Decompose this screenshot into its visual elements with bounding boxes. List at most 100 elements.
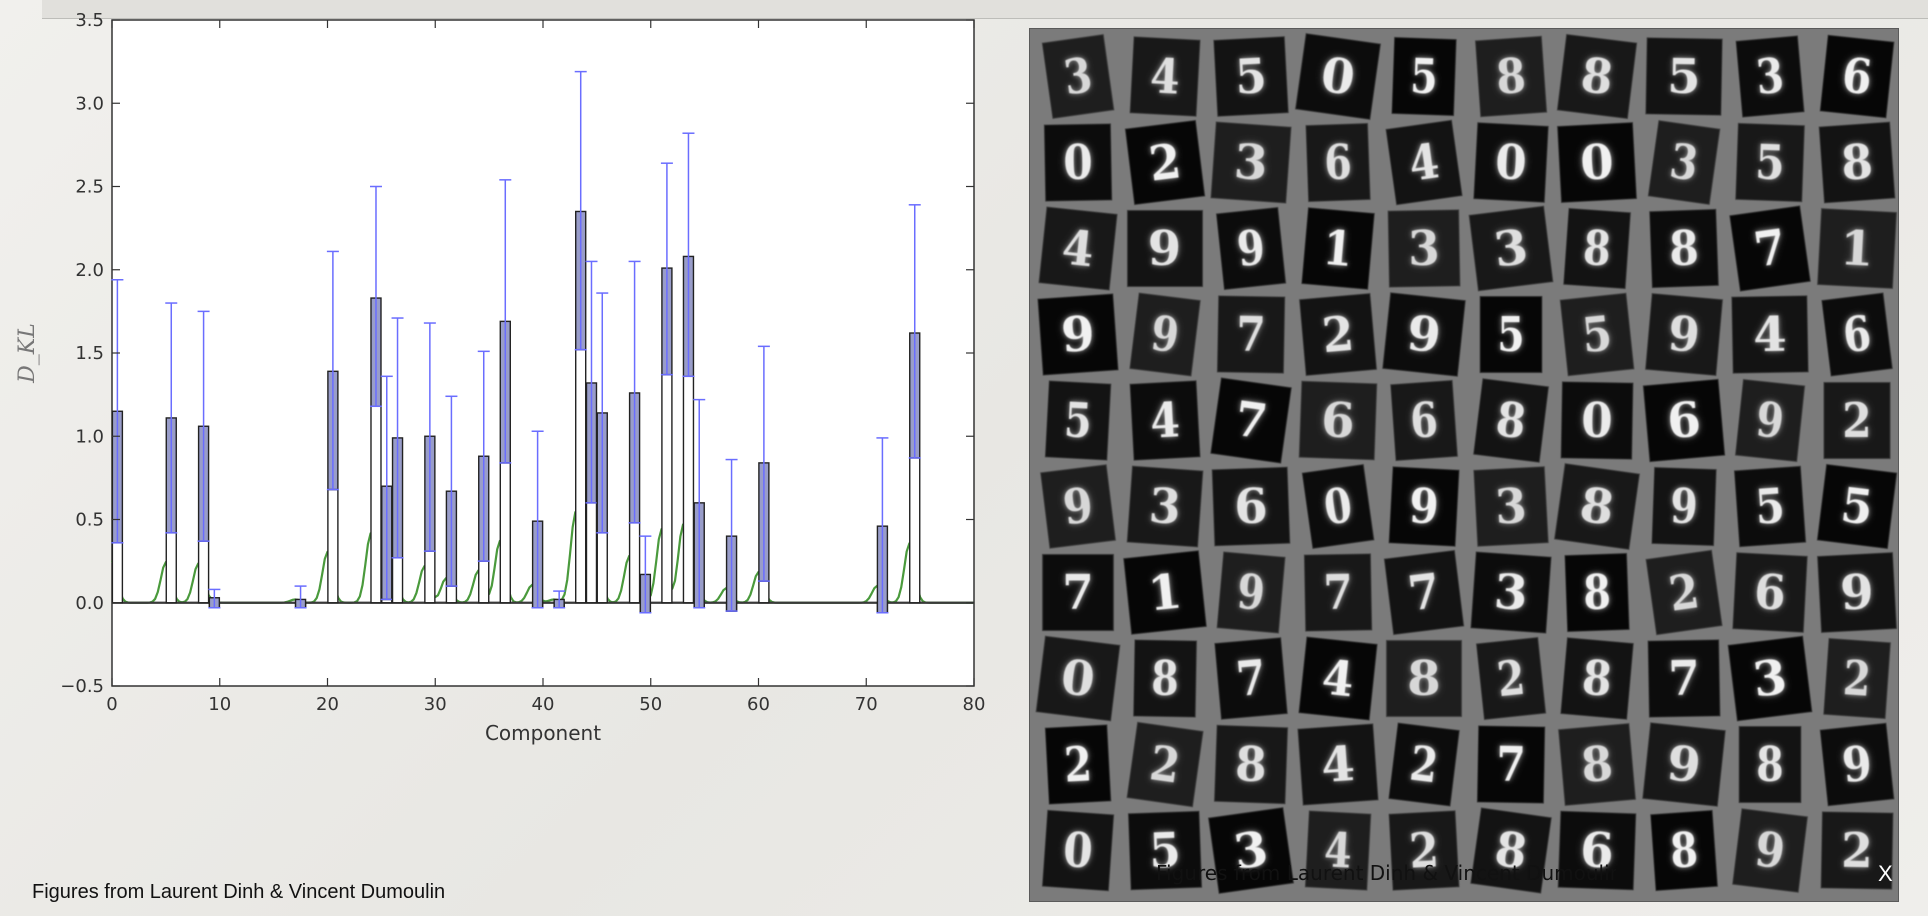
digit-sample-cell: 7 <box>1214 637 1288 720</box>
digit-sample-cell: 0 <box>1041 809 1115 892</box>
digit-sample-cell: 8 <box>1386 640 1462 717</box>
digit-sample-cell: 8 <box>1558 723 1636 806</box>
digit-sample-cell: 8 <box>1554 463 1640 550</box>
digit-sample-cell: 6 <box>1390 379 1458 462</box>
component-29-lower-bar <box>424 550 436 604</box>
component-48-lower-bar <box>628 522 641 604</box>
digit-sample-cell: 3 <box>1126 465 1203 548</box>
digit-sample-cell: 3 <box>1647 120 1720 205</box>
kl-divergence-bar-chart: 0 10 20 30 40 50 60 70 80 −0.5 0.0 0.5 1.0 1.5 2.0 2.5 3… <box>15 10 985 745</box>
component-26-lower-bar <box>391 557 404 604</box>
x-tick-label-10: 10 <box>208 694 231 715</box>
digit-sample-cell: 8 <box>1132 639 1197 718</box>
digit-sample-cell: 5 <box>1559 292 1635 377</box>
component-31-lower-bar <box>445 585 458 604</box>
digit-sample-cell: 1 <box>1300 207 1375 290</box>
x-tick-label-40: 40 <box>532 694 555 715</box>
close-button[interactable]: X <box>1878 861 1893 886</box>
digit-sample-cell: 3 <box>1210 121 1292 204</box>
digit-sample-cell: 5 <box>1733 465 1807 548</box>
digit-sample-cell: 4 <box>1296 723 1379 806</box>
y-tick-label-−0.5: −0.5 <box>60 676 104 697</box>
digit-sample-cell: 9 <box>1040 464 1116 549</box>
digit-sample-cell: 9 <box>1819 722 1894 807</box>
digit-sample-cell: 4 <box>1129 36 1200 117</box>
digit-sample-cell: 9 <box>1651 466 1716 547</box>
digit-sample-cell: 7 <box>1210 377 1292 464</box>
digit-sample-cell: 8 <box>1649 809 1718 892</box>
digit-sample-cell: 9 <box>1732 808 1808 893</box>
digit-sample-cell: 4 <box>1297 636 1378 721</box>
digit-sample-cell: 2 <box>1388 722 1460 807</box>
component-44-lower-bar <box>585 502 598 604</box>
digit-sample-cell: 8 <box>1213 724 1289 805</box>
component-51-lower-bar <box>661 373 673 604</box>
digit-sample-cell: 7 <box>1383 549 1465 636</box>
y-tick-label-3.0: 3.0 <box>75 93 104 114</box>
digit-sample-cell: 8 <box>1474 35 1547 118</box>
digit-sample-cell: 8 <box>1472 378 1549 463</box>
digit-sample-cell: 3 <box>1469 551 1552 634</box>
digit-sample-cell: 1 <box>1816 208 1897 289</box>
y-tick-label-2.5: 2.5 <box>75 177 104 198</box>
x-tick-label-0: 0 <box>106 694 117 715</box>
digit-sample-cell: 5 <box>1735 122 1805 203</box>
digit-sample-cell: 9 <box>1126 210 1203 287</box>
digit-sample-cell: 4 <box>1731 295 1809 374</box>
digit-sample-cell: 2 <box>1475 636 1546 721</box>
digit-sample-cell: 3 <box>1041 34 1115 119</box>
digit-sample-cell: 7 <box>1476 725 1545 804</box>
y-tick-label-1.5: 1.5 <box>75 343 104 364</box>
component-53-lower-bar <box>682 375 695 604</box>
component-34-lower-bar <box>478 560 490 604</box>
digit-sample-cell: 3 <box>1735 35 1805 118</box>
digit-sample-cell: 8 <box>1563 207 1631 290</box>
digit-sample-cell: 8 <box>1738 726 1802 803</box>
x-axis-label: Component <box>485 721 601 745</box>
digit-sample-cell: 7 <box>1647 639 1720 718</box>
digit-sample-cell: 2 <box>1124 119 1205 206</box>
digit-sample-cell: 0 <box>1043 123 1113 202</box>
digit-sample-cell: 9 <box>1816 552 1897 633</box>
digit-sample-cell: 0 <box>1557 122 1637 203</box>
digit-sample-cell: 9 <box>1215 206 1287 291</box>
digit-sample-cell: 4 <box>1385 119 1463 206</box>
digit-sample-cell: 2 <box>1822 637 1891 720</box>
digit-sample-cell: 9 <box>1037 293 1119 376</box>
digit-sample-cell: 7 <box>1303 553 1372 632</box>
digit-sample-cell: 9 <box>1644 293 1723 376</box>
digit-sample-cell: 2 <box>1044 724 1112 805</box>
component-5-lower-bar <box>165 532 177 604</box>
component-74-lower-bar <box>909 457 921 604</box>
component-24-lower-bar <box>370 405 382 604</box>
digit-sample-cell: 9 <box>1216 551 1286 634</box>
digit-sample-cell: 3 <box>1387 209 1461 288</box>
digit-sample-cell: 6 <box>1820 292 1893 377</box>
digit-sample-cell: 6 <box>1642 378 1725 463</box>
digit-sample-cell: 5 <box>1816 463 1897 550</box>
digit-sample-cell: 0 <box>1294 33 1381 120</box>
component-60-lower-bar <box>758 580 770 604</box>
component-43-lower-bar <box>575 348 587 604</box>
digit-sample-cell: 6 <box>1211 466 1291 547</box>
digit-sample-cell: 4 <box>1129 380 1200 461</box>
x-tick-label-60: 60 <box>747 694 770 715</box>
x-tick-label-70: 70 <box>855 694 878 715</box>
digit-sample-cell: 4 <box>1038 206 1118 291</box>
digit-sample-cell: 5 <box>1644 37 1723 116</box>
digit-sample-cell: 6 <box>1305 122 1370 203</box>
digit-sample-cell: 0 <box>1472 122 1549 203</box>
digit-sample-cell: 7 <box>1216 295 1286 374</box>
digit-sample-cell: 0 <box>1560 381 1634 460</box>
kl-divergence-chart-panel: 0 10 20 30 40 50 60 70 80 −0.5 0.0 0.5 1.0 1.5 2.0 2.5 3… <box>0 0 990 760</box>
digit-sample-cell: 9 <box>1641 722 1726 807</box>
digit-sample-cell: 9 <box>1734 378 1806 463</box>
digit-sample-cell: 1 <box>1122 550 1207 635</box>
digit-sample-cell: 8 <box>1818 121 1895 204</box>
y-axis-label: D_KL <box>15 323 40 384</box>
digit-sample-cell: 8 <box>1560 637 1634 720</box>
digit-sample-cell: 0 <box>1035 635 1121 722</box>
